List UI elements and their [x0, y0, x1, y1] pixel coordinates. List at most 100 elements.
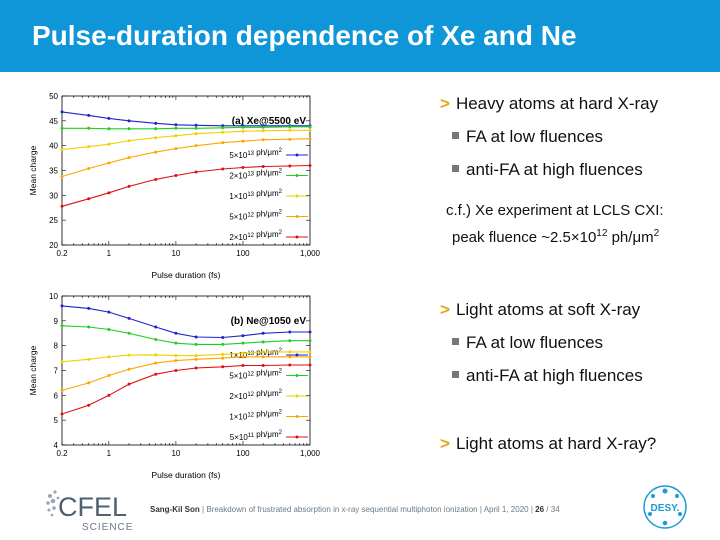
data-point — [127, 127, 131, 131]
y-tick-label: 7 — [54, 367, 59, 376]
series-line — [61, 364, 310, 415]
desy-text: DESY. — [651, 503, 680, 514]
legend-label: 5×1012 ph/μm2 — [229, 210, 282, 222]
legend-marker — [295, 235, 299, 239]
data-point — [308, 137, 312, 141]
data-point — [174, 173, 178, 177]
data-point — [127, 367, 131, 371]
bullet-item: FA at low fluences — [452, 333, 715, 353]
data-point — [127, 316, 131, 320]
data-point — [308, 363, 312, 367]
bullet-item: anti-FA at high fluences — [452, 366, 715, 386]
x-tick-label: 1,000 — [300, 449, 321, 458]
cfel-logo: CFEL SCIENCE — [46, 490, 132, 533]
series-line — [61, 305, 310, 339]
data-point — [107, 142, 111, 146]
legend-marker — [295, 194, 299, 198]
data-point — [261, 331, 265, 335]
data-point — [288, 125, 292, 129]
data-point — [194, 123, 198, 127]
y-tick-label: 30 — [49, 191, 58, 200]
data-point — [154, 121, 158, 125]
data-point — [241, 125, 245, 129]
data-point — [288, 330, 292, 334]
data-point — [87, 113, 91, 117]
data-point — [174, 354, 178, 358]
data-point — [87, 403, 91, 407]
page-number: 26 — [535, 505, 545, 514]
data-point — [154, 177, 158, 181]
y-tick-label: 6 — [54, 391, 59, 400]
data-point — [261, 350, 265, 354]
data-point — [87, 197, 91, 201]
data-point — [194, 335, 198, 339]
data-point — [174, 341, 178, 345]
x-tick-label: 1 — [107, 449, 112, 458]
data-point — [60, 412, 64, 416]
x-tick-label: 100 — [236, 449, 250, 458]
panel-title: (a) Xe@5500 eV — [232, 116, 307, 127]
data-point — [87, 357, 91, 361]
legend-marker — [295, 374, 299, 377]
data-point — [154, 127, 158, 131]
series-line — [61, 325, 310, 345]
data-point — [60, 388, 64, 392]
data-point — [194, 126, 198, 130]
section-light-atoms-soft: > Light atoms at soft X-ray FA at low flu… — [440, 300, 715, 386]
x-tick-label: 100 — [236, 249, 250, 258]
arrow-icon: > — [440, 300, 450, 319]
data-point — [107, 393, 111, 397]
panel-title: (b) Ne@1050 eV — [231, 316, 307, 327]
data-point — [60, 126, 64, 130]
cfel-text: CFEL — [58, 492, 127, 522]
series-line — [61, 164, 311, 207]
data-point — [261, 129, 265, 133]
data-point — [261, 165, 265, 169]
data-point — [308, 339, 312, 343]
legend-label: 1×1013 ph/μm2 — [229, 189, 282, 201]
data-point — [107, 328, 111, 332]
data-point — [107, 355, 111, 359]
data-point — [221, 342, 225, 346]
lcls-note: c.f.) Xe experiment at LCLS CXI: peak fl… — [446, 202, 664, 246]
square-bullet-icon — [452, 165, 459, 173]
data-point — [127, 184, 131, 188]
data-point — [174, 147, 178, 151]
legend-marker — [295, 153, 299, 157]
x-axis-label: Pulse duration (fs) — [152, 270, 221, 280]
legend-label: 5×1011 ph/μm2 — [230, 430, 283, 442]
data-point — [288, 137, 292, 141]
data-point — [127, 382, 131, 386]
data-point — [174, 359, 178, 363]
data-point — [87, 145, 91, 149]
data-point — [241, 364, 245, 368]
data-point — [221, 352, 225, 356]
arrow-icon: > — [440, 94, 450, 113]
data-point — [221, 126, 225, 130]
title-bar: Pulse-duration dependence of Xe and Ne — [0, 0, 720, 72]
data-point — [241, 355, 245, 359]
series-line — [61, 129, 310, 151]
data-point — [308, 330, 312, 334]
data-point — [127, 331, 131, 335]
data-point — [174, 369, 178, 372]
data-point — [288, 164, 292, 168]
data-point — [241, 341, 245, 345]
data-point — [194, 366, 198, 370]
data-point — [261, 355, 265, 359]
legend-label: 1×1013 ph/μm2 — [229, 348, 282, 360]
data-point — [127, 139, 131, 143]
y-tick-label: 25 — [49, 216, 58, 225]
slide-footer: Sang-Kil Son | Breakdown of frustrated a… — [150, 505, 560, 514]
data-point — [288, 339, 292, 343]
data-point — [127, 156, 131, 160]
data-point — [194, 342, 198, 346]
data-point — [87, 381, 91, 385]
data-point — [87, 167, 91, 171]
y-axis-label: Mean charge — [28, 145, 38, 195]
y-tick-label: 8 — [54, 342, 59, 351]
data-point — [107, 127, 111, 131]
square-bullet-icon — [452, 338, 459, 346]
slide-title: Pulse-duration dependence of Xe and Ne — [32, 20, 577, 51]
y-tick-label: 50 — [49, 92, 58, 101]
